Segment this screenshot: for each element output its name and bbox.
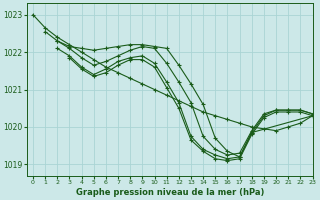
X-axis label: Graphe pression niveau de la mer (hPa): Graphe pression niveau de la mer (hPa) <box>76 188 264 197</box>
